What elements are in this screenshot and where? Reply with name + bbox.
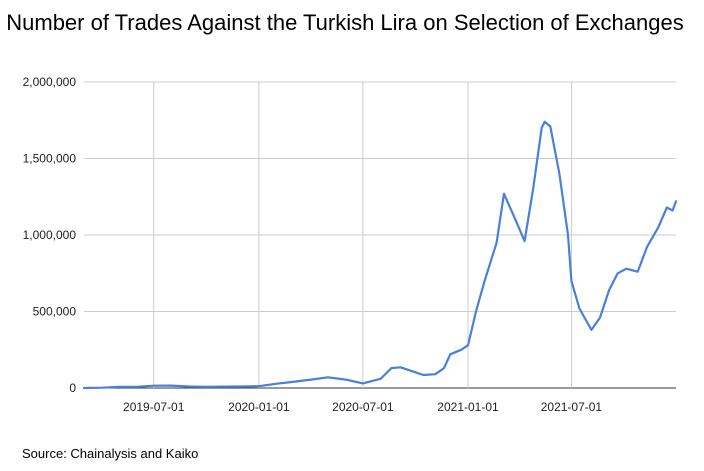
y-tick-label: 500,000 — [33, 305, 77, 319]
x-tick-label: 2019-07-01 — [123, 400, 185, 414]
y-tick-label: 1,500,000 — [23, 152, 77, 166]
y-tick-label: 1,000,000 — [23, 228, 77, 242]
chart-title: Number of Trades Against the Turkish Lir… — [6, 10, 684, 35]
x-tick-label: 2020-01-01 — [228, 400, 290, 414]
series-layer — [82, 120, 678, 390]
x-axis-ticks: 2019-07-01 2020-01-01 2020-07-01 2021-01-01… — [123, 400, 602, 414]
x-tick-label: 2020-07-01 — [332, 400, 394, 414]
series-line — [82, 120, 678, 390]
source-note: Source: Chainalysis and Kaiko — [22, 446, 199, 461]
y-tick-label: 2,000,000 — [23, 75, 77, 89]
x-tick-label: 2021-01-01 — [437, 400, 499, 414]
x-tick-label: 2021-07-01 — [541, 400, 603, 414]
grid-lines — [84, 81, 676, 389]
y-tick-label: 0 — [69, 381, 76, 395]
y-axis-ticks: 0 500,000 1,000,000 1,500,000 2,000,000 — [23, 75, 77, 395]
